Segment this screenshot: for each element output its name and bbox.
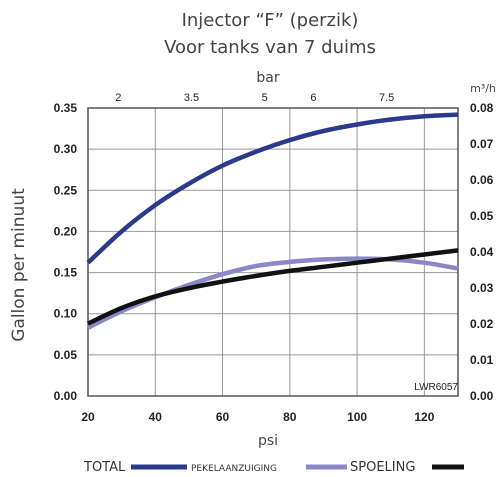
top-axis-label: bar	[256, 70, 279, 86]
right-tick-label: 0.04	[470, 245, 494, 259]
x-tick-label: 40	[149, 410, 163, 424]
right-tick-label: 0.02	[470, 317, 494, 331]
y-tick-label: 0.10	[54, 307, 78, 321]
right-tick-label: 0.01	[470, 353, 494, 367]
right-tick-label: 0.07	[470, 137, 494, 151]
legend-label-1: TOTAL	[83, 460, 126, 475]
y-tick-label: 0.20	[54, 224, 78, 238]
y-tick-label: 0.30	[54, 142, 78, 156]
right-axis-label: m³/h	[470, 82, 496, 95]
series-line-2	[87, 256, 459, 330]
x-tick-label: 120	[414, 410, 434, 424]
ticks: 20 40 60 80 100 120 0.00 0.05 0.10 0.15 0.20 0.25 0.…	[54, 92, 494, 424]
right-tick-label: 0.03	[470, 281, 494, 295]
y-axis-label: Gallon per minuut	[9, 188, 29, 342]
x-tick-label: 80	[283, 410, 297, 424]
x-axis-label: psi	[258, 433, 278, 449]
top-tick-label: 3.5	[184, 92, 199, 104]
annotation-code: LWR6057	[414, 382, 458, 393]
legend: TOTAL PEKELAANZUIGING SPOELING	[83, 460, 464, 475]
right-tick-label: 0.06	[470, 173, 494, 187]
chart-title: Injector “F” (perzik)	[182, 10, 359, 31]
y-tick-label: 0.15	[54, 266, 78, 280]
x-tick-label: 60	[216, 410, 230, 424]
axes	[87, 107, 459, 397]
grid	[87, 107, 458, 397]
series-line-3	[87, 248, 459, 326]
top-tick-label: 2	[115, 92, 121, 104]
x-tick-label: 100	[347, 410, 367, 424]
right-tick-label: 0.05	[470, 209, 494, 223]
y-tick-label: 0.05	[54, 348, 78, 362]
x-tick-label: 20	[81, 410, 95, 424]
series-lines	[86, 112, 459, 330]
top-tick-label: 5	[262, 92, 268, 104]
y-tick-label: 0.35	[54, 101, 78, 115]
legend-label-2: PEKELAANZUIGING	[191, 464, 277, 474]
top-tick-label: 7.5	[379, 92, 394, 104]
top-tick-label: 6	[310, 92, 316, 104]
plot-frame	[87, 107, 459, 397]
series-line-1	[86, 112, 459, 265]
right-tick-label: 0.00	[470, 389, 494, 403]
y-tick-label: 0.00	[54, 389, 78, 403]
legend-label-3: SPOELING	[350, 460, 415, 475]
y-tick-label: 0.25	[54, 183, 78, 197]
right-tick-label: 0.08	[470, 101, 494, 115]
chart-subtitle: Voor tanks van 7 duims	[164, 37, 376, 58]
